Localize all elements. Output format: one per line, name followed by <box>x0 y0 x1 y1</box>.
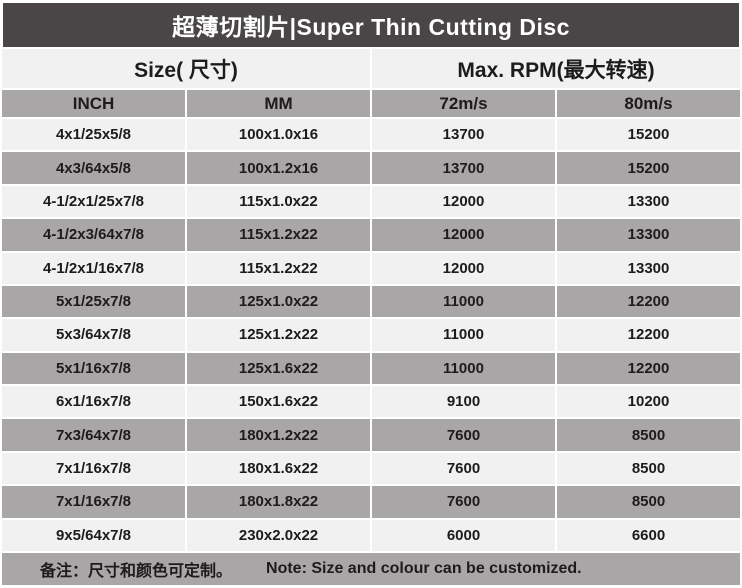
note-text-en: Note: Size and colour can be customized. <box>266 559 582 577</box>
cell-rpm72-row12: 7600 <box>372 486 555 518</box>
cell-rpm72-row1: 13700 <box>372 119 555 151</box>
cell-inch-row3: 4-1/2x1/25x7/8 <box>2 185 185 218</box>
cell-rpm72-row2: 13700 <box>372 152 555 184</box>
column-header-72ms: 72m/s <box>372 90 555 117</box>
cell-inch-row5: 4-1/2x1/16x7/8 <box>2 252 185 284</box>
cell-rpm80-row8: 12200 <box>557 352 740 385</box>
cell-mm-row10: 180x1.2x22 <box>187 419 370 451</box>
column-header-80ms: 80m/s <box>557 90 740 117</box>
cell-mm-row2: 100x1.2x16 <box>187 152 370 184</box>
cell-mm-row8: 125x1.6x22 <box>187 352 370 385</box>
cell-mm-row13: 230x2.0x22 <box>187 519 370 551</box>
cell-inch-row10: 7x3/64x7/8 <box>2 419 185 451</box>
cell-inch-row13: 9x5/64x7/8 <box>2 519 185 551</box>
cell-rpm80-row1: 15200 <box>557 119 740 151</box>
cell-rpm80-row2: 15200 <box>557 152 740 184</box>
cell-rpm80-row9: 10200 <box>557 386 740 418</box>
cell-rpm80-row10: 8500 <box>557 419 740 451</box>
cell-rpm72-row4: 12000 <box>372 219 555 251</box>
cell-inch-row1: 4x1/25x5/8 <box>2 119 185 151</box>
max-rpm-group-header: Max. RPM(最大转速) <box>372 49 740 88</box>
cell-rpm80-row12: 8500 <box>557 486 740 518</box>
cell-inch-row4: 4-1/2x3/64x7/8 <box>2 219 185 251</box>
column-header-inch: INCH <box>2 90 185 117</box>
cell-mm-row11: 180x1.6x22 <box>187 452 370 485</box>
cell-mm-row9: 150x1.6x22 <box>187 386 370 418</box>
cell-rpm80-row6: 12200 <box>557 285 740 318</box>
cell-inch-row9: 6x1/16x7/8 <box>2 386 185 418</box>
cell-mm-row5: 115x1.2x22 <box>187 252 370 284</box>
cell-rpm72-row6: 11000 <box>372 285 555 318</box>
cell-rpm72-row11: 7600 <box>372 452 555 485</box>
cell-rpm72-row5: 12000 <box>372 252 555 284</box>
cell-inch-row12: 7x1/16x7/8 <box>2 486 185 518</box>
cell-inch-row2: 4x3/64x5/8 <box>2 152 185 184</box>
cell-mm-row7: 125x1.2x22 <box>187 319 370 351</box>
cell-mm-row1: 100x1.0x16 <box>187 119 370 151</box>
column-header-mm: MM <box>187 90 370 117</box>
cell-rpm72-row3: 12000 <box>372 185 555 218</box>
cell-rpm80-row5: 13300 <box>557 252 740 284</box>
cell-mm-row3: 115x1.0x22 <box>187 185 370 218</box>
cell-rpm72-row9: 9100 <box>372 386 555 418</box>
cell-rpm80-row13: 6600 <box>557 519 740 551</box>
cell-inch-row7: 5x3/64x7/8 <box>2 319 185 351</box>
cell-rpm72-row10: 7600 <box>372 419 555 451</box>
cell-inch-row6: 5x1/25x7/8 <box>2 285 185 318</box>
cell-inch-row11: 7x1/16x7/8 <box>2 452 185 485</box>
cell-rpm80-row11: 8500 <box>557 452 740 485</box>
cell-mm-row12: 180x1.8x22 <box>187 486 370 518</box>
cell-mm-row6: 125x1.0x22 <box>187 285 370 318</box>
note-bar: 备注：尺寸和颜色可定制。 Note: Size and colour can b… <box>2 552 740 585</box>
cell-rpm72-row8: 11000 <box>372 352 555 385</box>
cell-inch-row8: 5x1/16x7/8 <box>2 352 185 385</box>
cell-mm-row4: 115x1.2x22 <box>187 219 370 251</box>
size-group-header: Size( 尺寸) <box>2 49 370 88</box>
cell-rpm72-row7: 11000 <box>372 319 555 351</box>
note-text-zh: 备注：尺寸和颜色可定制。 <box>40 562 233 580</box>
page-title: 超薄切割片|Super Thin Cutting Disc <box>172 14 570 40</box>
cell-rpm80-row3: 13300 <box>557 185 740 218</box>
spec-table: Size( 尺寸) Max. RPM(最大转速) INCH MM 72m/s 8… <box>2 49 740 585</box>
cell-rpm72-row13: 6000 <box>372 519 555 551</box>
title-bar: 超薄切割片|Super Thin Cutting Disc <box>3 3 739 47</box>
cell-rpm80-row7: 12200 <box>557 319 740 351</box>
cell-rpm80-row4: 13300 <box>557 219 740 251</box>
